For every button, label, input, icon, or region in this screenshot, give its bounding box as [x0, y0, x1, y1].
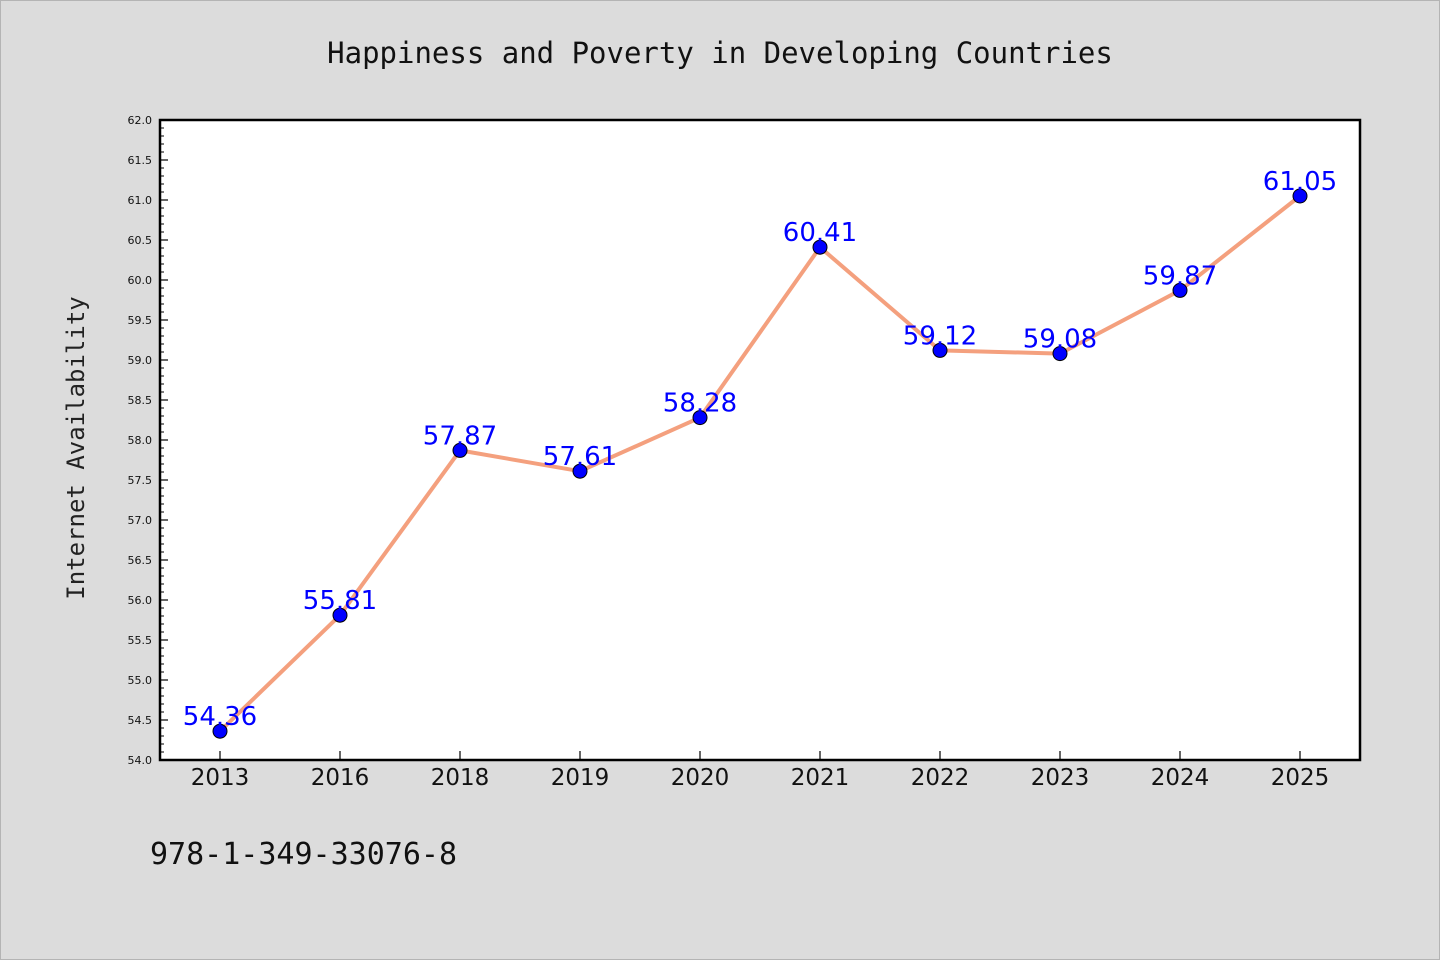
series-line: [218, 194, 1302, 734]
data-point-2023: [1052, 346, 1068, 362]
y-tick-label: 57.5: [128, 474, 153, 487]
data-label-2018: 57.87: [423, 421, 497, 451]
data-label-2019: 57.61: [543, 442, 617, 472]
data-point-2019: [572, 463, 588, 479]
plot-border: [158, 118, 1362, 762]
data-label-2020: 58.28: [663, 389, 737, 419]
x-axis-ticks: 2013 2016 2018 2019 2020 2021 2022 2023 2024 2025: [191, 751, 1330, 791]
x-tick-label: 2023: [1031, 765, 1090, 791]
data-point-2022: [932, 342, 948, 358]
data-point-2016: [332, 607, 348, 623]
x-tick-label: 2024: [1151, 765, 1210, 791]
y-tick-label: 60.5: [128, 234, 153, 247]
x-tick-label: 2019: [551, 765, 610, 791]
x-tick-label: 2025: [1271, 765, 1330, 791]
x-tick-label: 2016: [311, 765, 370, 791]
data-point-2020: [692, 410, 708, 426]
y-tick-label: 56.5: [128, 554, 153, 567]
y-tick-label: 55.5: [128, 634, 153, 647]
data-labels: 54.36 55.81 57.87 57.61 58.28 60.41 59.12 59.08…: [183, 167, 1337, 732]
plot-area: [160, 120, 1360, 760]
y-tick-label: 59.0: [128, 354, 153, 367]
x-tick-label: 2022: [911, 765, 970, 791]
data-label-2013: 54.36: [183, 702, 257, 732]
data-label-2025: 61.05: [1263, 167, 1337, 197]
y-tick-label: 61.5: [128, 154, 153, 167]
y-tick-label: 58.0: [128, 434, 153, 447]
y-tick-label: 61.0: [128, 194, 153, 207]
x-tick-label: 2013: [191, 765, 250, 791]
footer-isbn: 978-1-349-33076-8: [150, 837, 457, 872]
data-point-2025: [1292, 188, 1308, 204]
y-tick-label: 58.5: [128, 394, 153, 407]
chart-title: Happiness and Poverty in Developing Coun…: [327, 36, 1113, 70]
y-tick-label: 60.0: [128, 274, 153, 287]
data-markers: [212, 188, 1308, 739]
y-tick-label: 54.5: [128, 714, 153, 727]
data-point-2013: [212, 723, 228, 739]
y-axis-label: Internet Availability: [62, 296, 90, 599]
y-tick-label: 56.0: [128, 594, 153, 607]
y-tick-label: 55.0: [128, 674, 153, 687]
data-label-2022: 59.12: [903, 321, 977, 351]
data-point-2024: [1172, 282, 1188, 298]
data-label-2021: 60.41: [783, 218, 857, 248]
data-label-2016: 55.81: [303, 586, 377, 616]
data-label-2023: 59.08: [1023, 325, 1097, 355]
y-tick-label: 59.5: [128, 314, 153, 327]
x-tick-label: 2021: [791, 765, 850, 791]
data-point-2018: [452, 442, 468, 458]
data-point-2021: [812, 239, 828, 255]
y-tick-label: 62.0: [128, 114, 153, 127]
x-tick-label: 2020: [671, 765, 730, 791]
x-tick-label: 2018: [431, 765, 490, 791]
y-tick-label: 54.0: [128, 754, 153, 767]
data-label-2024: 59.87: [1143, 261, 1217, 291]
y-axis-ticks: 54.0 54.5 55.0 55.5 56.0 56.5 57.0 57.5 58.0 58.5…: [128, 114, 168, 767]
y-tick-label: 57.0: [128, 514, 153, 527]
